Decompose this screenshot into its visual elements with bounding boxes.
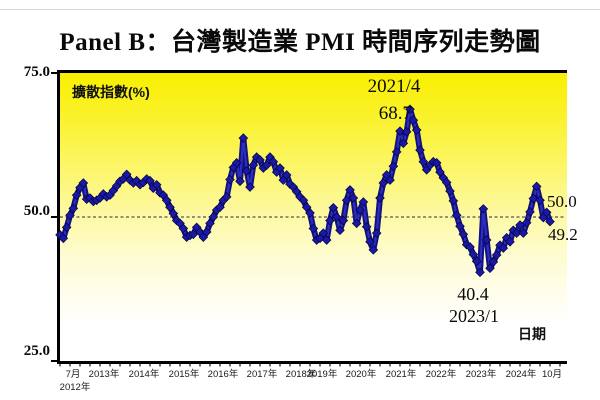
y-axis-unit-label: 擴散指數(%) bbox=[72, 84, 150, 100]
x-tick-label: 2013年 bbox=[88, 369, 120, 380]
x-tick-label: 2021年 bbox=[385, 369, 417, 380]
x-axis-title: 日期 bbox=[518, 326, 546, 342]
reference-line-label: 50.0 bbox=[547, 192, 577, 211]
y-tick-50: 50.0 bbox=[23, 203, 50, 219]
annotation-last-value: 49.2 bbox=[548, 225, 578, 244]
x-tick-label: 2024年 bbox=[505, 369, 537, 380]
annotation-trough-date: 2023/1 bbox=[448, 306, 499, 326]
x-tick-label: 7月 bbox=[65, 369, 81, 380]
top-border-line bbox=[0, 9, 600, 10]
y-tick-25: 25.0 bbox=[23, 343, 50, 359]
pmi-line-chart bbox=[51, 72, 565, 367]
annotation-trough-value: 40.4 bbox=[457, 284, 489, 304]
x-tick-label: 2015年 bbox=[168, 369, 200, 380]
x-tick-label: 2022年 bbox=[425, 369, 457, 380]
x-tick-label: 2016年 bbox=[207, 369, 239, 380]
y-tick-75: 75.0 bbox=[23, 64, 50, 80]
x-tick-label: 2019年 bbox=[306, 369, 338, 380]
x-tick-label: 2012年 bbox=[59, 382, 91, 393]
x-tick-label: 2017年 bbox=[246, 369, 278, 380]
annotation-peak-value: 68.7 bbox=[378, 103, 412, 124]
chart-title: Panel B：台灣製造業 PMI 時間序列走勢圖 bbox=[59, 29, 541, 56]
annotation-peak-date: 2021/4 bbox=[367, 76, 421, 97]
plot-area bbox=[51, 70, 567, 367]
x-tick-label: 2023年 bbox=[465, 369, 497, 380]
x-tick-label: 10月 bbox=[541, 369, 563, 380]
x-tick-label: 2014年 bbox=[128, 369, 160, 380]
x-tick-label: 2020年 bbox=[345, 369, 377, 380]
x-tick-label: 2018年 bbox=[285, 369, 317, 380]
